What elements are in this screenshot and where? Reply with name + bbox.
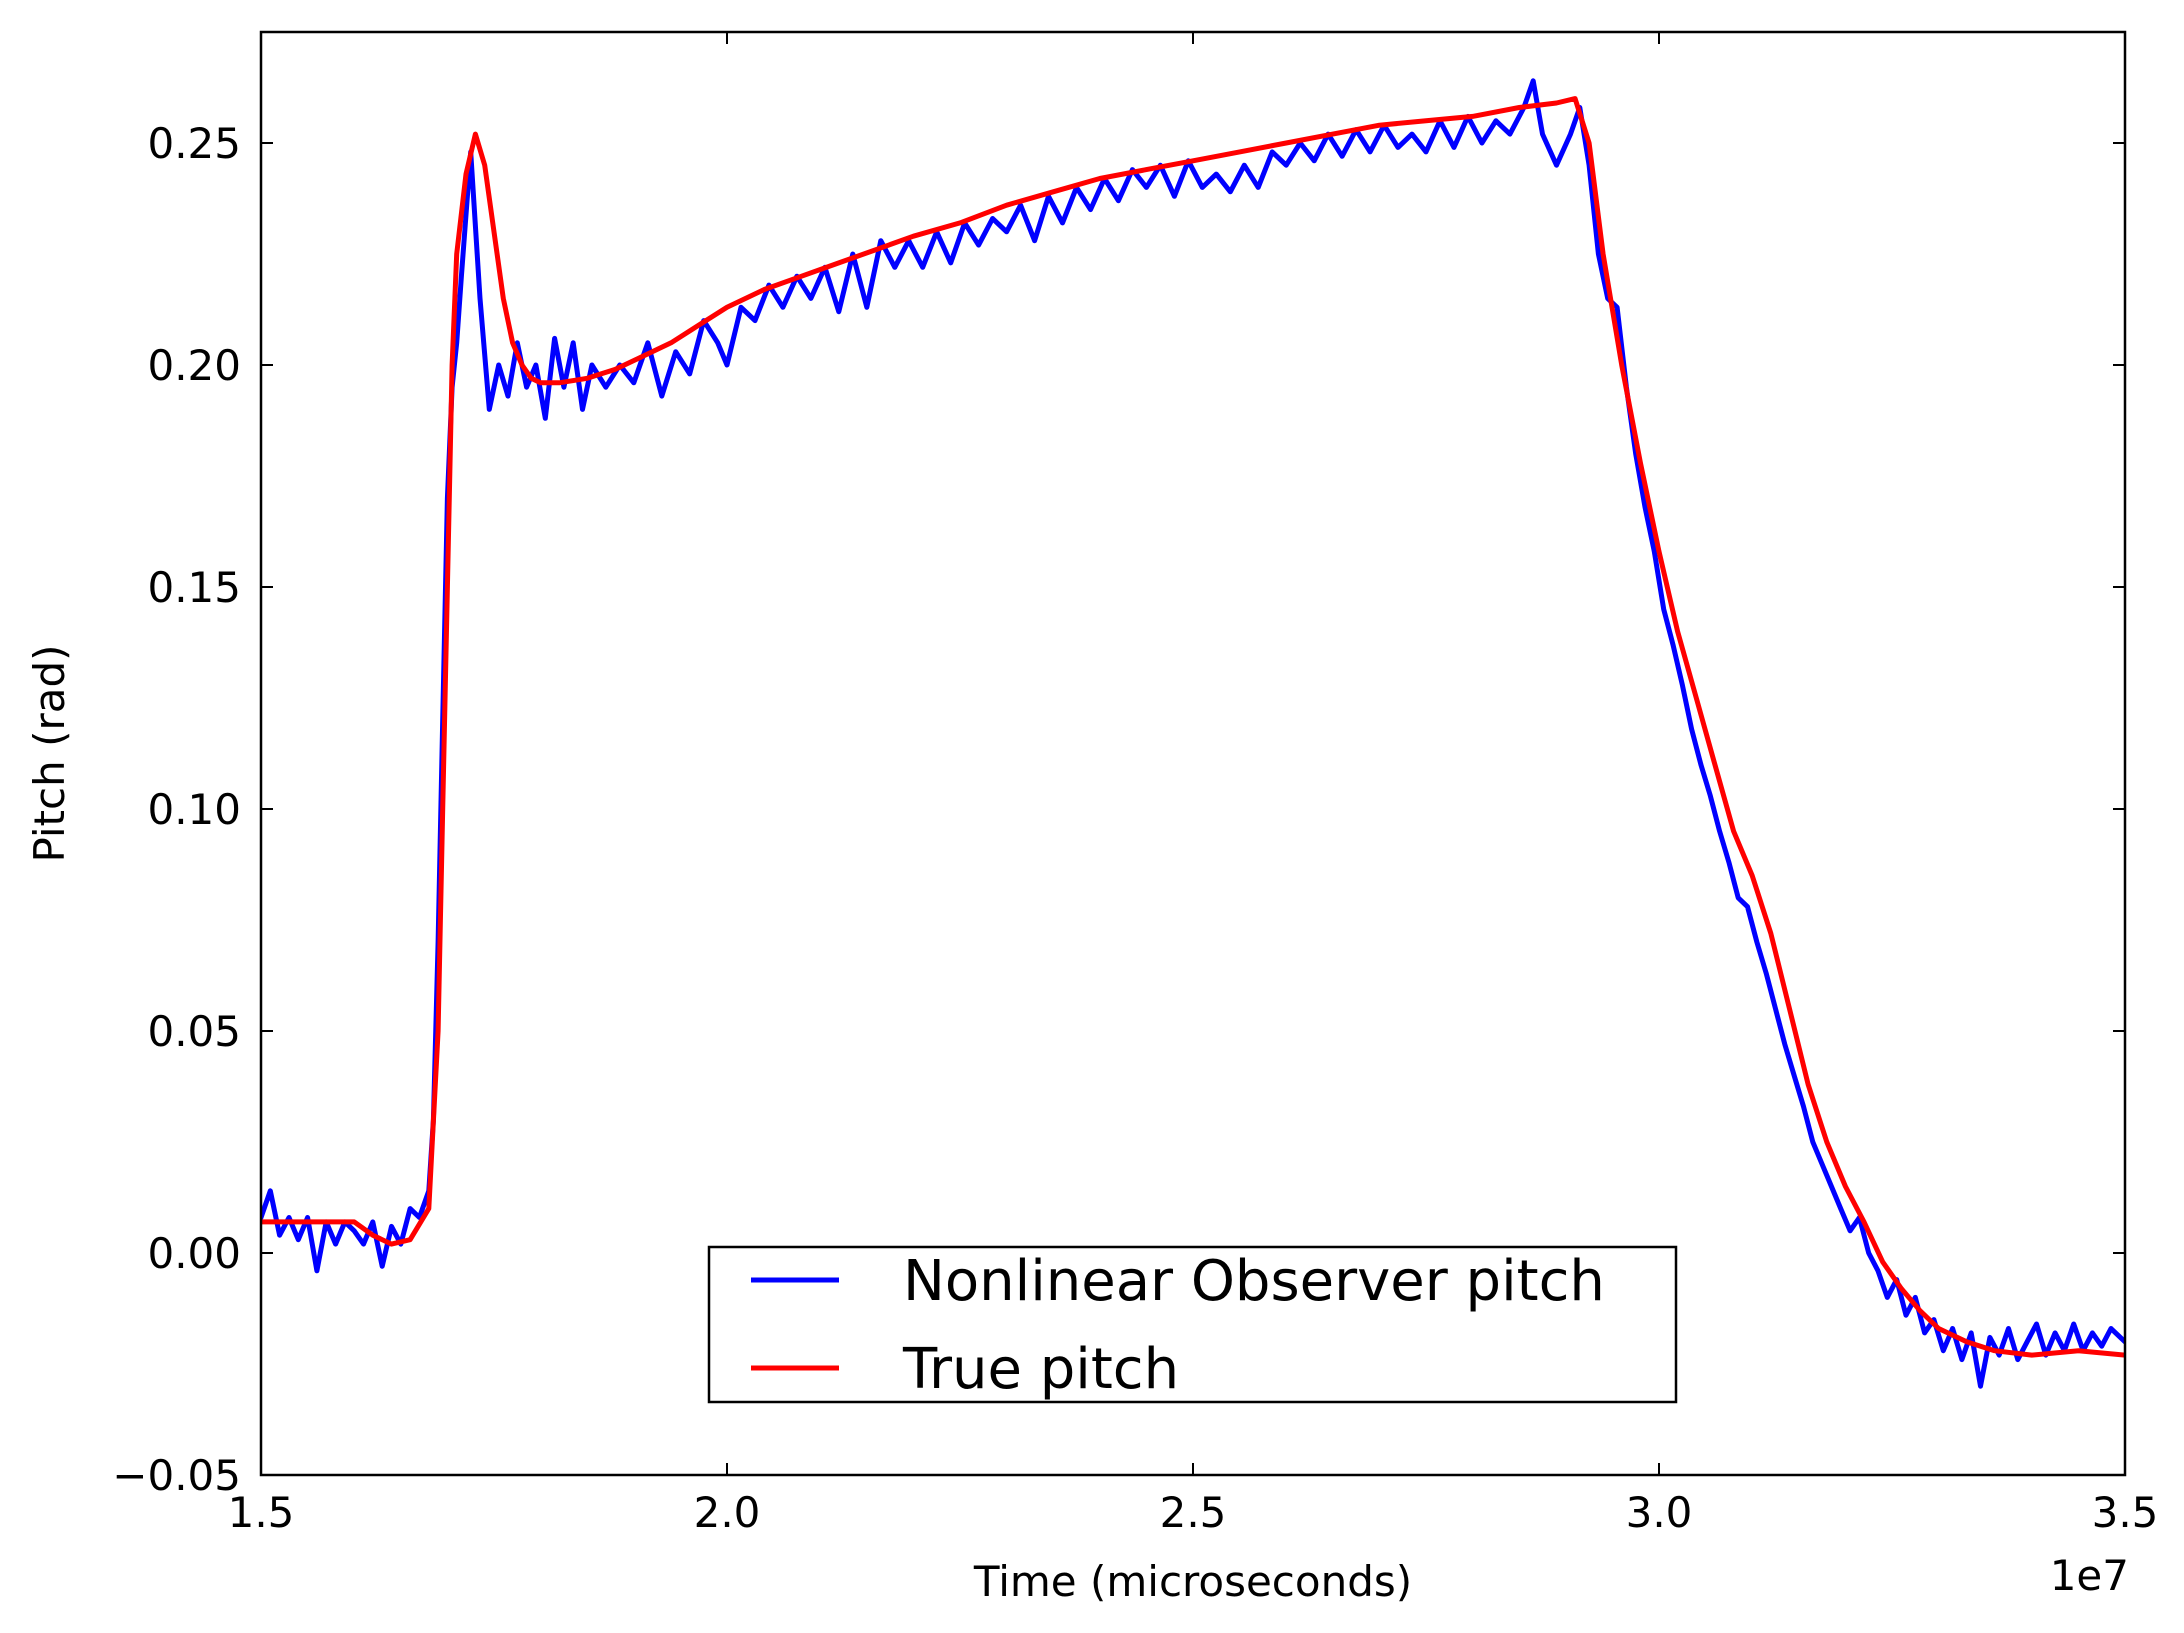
legend: Nonlinear Observer pitch True pitch xyxy=(707,1245,1678,1404)
y-tick-label-3: 0.10 xyxy=(147,785,241,834)
x-axis-offset-label: 1e7 xyxy=(2050,1551,2129,1600)
y-tick-label-2: 0.05 xyxy=(147,1007,241,1056)
y-tick-label-4: 0.15 xyxy=(147,563,241,612)
x-tick-label-1: 2.0 xyxy=(694,1488,761,1537)
series-line-1 xyxy=(261,96,2125,1358)
plot-frame xyxy=(259,30,2127,1477)
y-tick-label-1: 0.00 xyxy=(147,1229,241,1278)
series-line-0 xyxy=(261,78,2125,1389)
tick-labels: 1.5 2.0 2.5 3.0 3.5 −0.05 0.00 0.05 0.10 0.15 0.20… xyxy=(112,119,2158,1537)
x-tick-label-3: 3.0 xyxy=(1626,1488,1693,1537)
x-tick-label-4: 3.5 xyxy=(2092,1488,2159,1537)
y-tick-label-6: 0.25 xyxy=(147,119,241,168)
x-axis-label: Time (microseconds) xyxy=(973,1557,1412,1606)
series-lines xyxy=(261,78,2125,1389)
y-tick-label-5: 0.20 xyxy=(147,341,241,390)
y-axis-label: Pitch (rad) xyxy=(25,644,74,862)
x-tick-label-0: 1.5 xyxy=(228,1488,295,1537)
y-tick-label-0: −0.05 xyxy=(112,1451,241,1500)
legend-label-nonlinear-observer: Nonlinear Observer pitch xyxy=(903,1249,1605,1314)
legend-box xyxy=(707,1245,1678,1404)
legend-label-true-pitch: True pitch xyxy=(902,1337,1179,1402)
x-tick-label-2: 2.5 xyxy=(1160,1488,1227,1537)
